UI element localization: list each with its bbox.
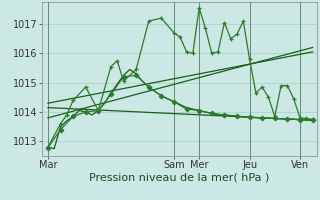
- X-axis label: Pression niveau de la mer( hPa ): Pression niveau de la mer( hPa ): [89, 173, 269, 183]
